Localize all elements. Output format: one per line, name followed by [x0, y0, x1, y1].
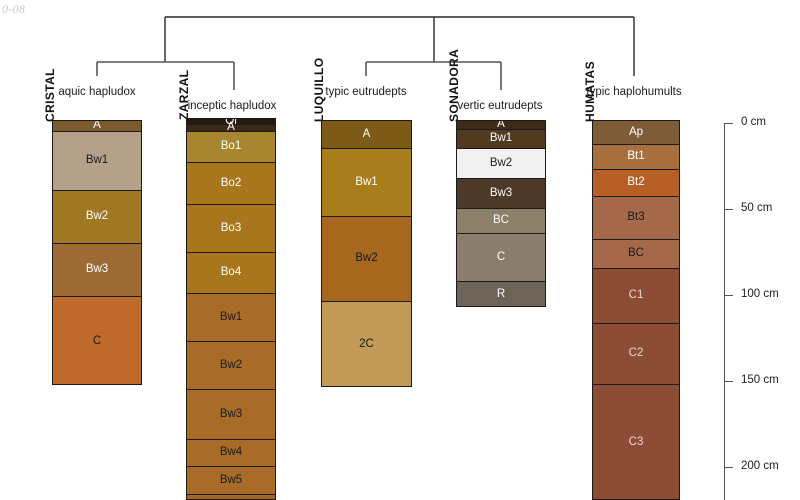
depth-tick-mark [724, 381, 733, 383]
soil-horizon: A [457, 121, 545, 130]
horizon-label: Bt1 [627, 150, 645, 163]
taxon-label: aquic hapludox [58, 86, 136, 98]
soil-horizon: Bw5 [187, 467, 275, 495]
profile-column: A Bw1 Bw2 Bw3 BC C R [456, 120, 546, 307]
horizon-label: C2 [628, 347, 644, 360]
depth-tick-mark [724, 295, 733, 297]
horizon-label: Bw1 [489, 132, 513, 145]
profile-column: Ap Bt1 Bt2 Bt3 BC C1 C2 C3 [592, 120, 680, 500]
soil-horizon: C2 [593, 324, 679, 385]
depth-tick-label: 50 cm [741, 202, 773, 214]
depth-axis-spine [724, 123, 726, 500]
soil-horizon: 2C [322, 302, 411, 386]
taxon-label: vertic eutrudepts [457, 100, 543, 112]
horizon-label: C3 [628, 436, 644, 449]
horizon-label: Bw3 [489, 186, 513, 199]
taxon-label: inceptic hapludox [187, 100, 277, 112]
depth-tick-mark [724, 123, 733, 125]
soil-horizon: A [322, 121, 411, 149]
depth-tick-label: 0 cm [741, 116, 766, 128]
horizon-label: Bw2 [85, 210, 109, 223]
horizon-label: Bo1 [220, 140, 242, 153]
soil-horizon: Bw1 [187, 294, 275, 342]
horizon-label: Bw5 [219, 473, 243, 486]
soil-horizon: Bw2 [187, 342, 275, 390]
horizon-label: C [496, 250, 506, 263]
horizon-label: C [92, 334, 102, 347]
soil-horizon: BC [457, 209, 545, 234]
horizon-label: Bt2 [627, 176, 645, 189]
soil-horizon: Bt3 [593, 197, 679, 240]
watermark-text: 0-08 [2, 2, 26, 16]
depth-tick-label: 100 cm [741, 288, 779, 300]
horizon-label: Bw2 [355, 252, 378, 265]
horizon-label: C1 [628, 289, 644, 302]
horizon-label: A [362, 127, 371, 140]
horizon-label: 2C [359, 338, 374, 351]
soil-horizon: Bt2 [593, 170, 679, 197]
soil-horizon: Bw2 [322, 217, 411, 302]
horizon-label: Bw2 [489, 156, 513, 169]
horizon-label: Bw4 [219, 446, 243, 459]
soil-horizon: Bw1 [53, 132, 141, 191]
depth-tick-label: 200 cm [741, 460, 779, 472]
soil-horizon: Bo3 [187, 205, 275, 253]
horizon-label: Bw1 [355, 175, 378, 188]
profile-column: A Bw1 Bw2 Bw3 C [52, 120, 142, 385]
taxon-label: typic haplohumults [586, 86, 682, 98]
depth-tick-mark [724, 467, 733, 469]
horizon-label: Bo4 [220, 266, 242, 279]
taxon-label: typic eutrudepts [325, 86, 407, 98]
horizon-label: A [93, 120, 101, 132]
soil-horizon: C [53, 297, 141, 384]
soil-horizon: Bo2 [187, 163, 275, 205]
soil-horizon: Bw2 [457, 149, 545, 179]
horizon-label: R [496, 288, 506, 301]
horizon-label: Bw3 [219, 407, 243, 420]
soil-horizon: BC [593, 240, 679, 269]
soil-horizon: Ap [593, 121, 679, 145]
horizon-label: Bw1 [219, 310, 243, 323]
horizon-label: BC [493, 214, 509, 227]
horizon-label: Bo3 [220, 221, 242, 234]
site-name-label: ZARZAL [177, 69, 191, 120]
horizon-label: Ap [628, 125, 644, 138]
site-name-label: CRISTAL [43, 68, 57, 122]
soil-horizon: Bw3 [187, 390, 275, 440]
depth-tick-mark [724, 209, 733, 211]
dendrogram [96, 16, 635, 90]
horizon-label: Bw1 [85, 154, 109, 167]
horizon-label: Bt3 [627, 211, 645, 224]
horizon-label: Bw2 [219, 358, 243, 371]
soil-horizon: Bw1 [322, 149, 411, 217]
soil-horizon: C3 [593, 385, 679, 499]
horizon-label: Bw3 [85, 263, 109, 276]
soil-horizon: C [457, 234, 545, 282]
soil-horizon: Bw1 [457, 130, 545, 149]
soil-horizon: R [457, 282, 545, 306]
soil-horizon [187, 495, 275, 499]
soil-horizon: Bt1 [593, 145, 679, 170]
site-name-label: SONADORA [447, 48, 461, 122]
site-name-label: LUQUILLO [312, 57, 326, 122]
soil-horizon: Bw3 [53, 244, 141, 297]
site-name-label: HUMATAS [583, 60, 597, 122]
soil-horizon: C1 [593, 269, 679, 324]
soil-horizon: Bo1 [187, 132, 275, 163]
soil-horizon: Bw4 [187, 440, 275, 467]
soil-horizon: Bo4 [187, 253, 275, 294]
profile-column: Oi A Bo1 Bo2 Bo3 Bo4 Bw1 Bw2 Bw3 Bw4 Bw5 [186, 118, 276, 500]
depth-axis: 0 cm 50 cm 100 cm 150 cm 200 cm [724, 112, 800, 500]
depth-tick-label: 150 cm [741, 374, 779, 386]
soil-horizon: Bw2 [53, 191, 141, 244]
soil-horizon: A [187, 122, 275, 133]
horizon-label: Bo2 [220, 176, 242, 189]
soil-horizon: Bw3 [457, 179, 545, 209]
soil-horizon: A [53, 121, 141, 132]
horizon-label: BC [628, 247, 644, 260]
profile-column: A Bw1 Bw2 2C [321, 120, 412, 387]
